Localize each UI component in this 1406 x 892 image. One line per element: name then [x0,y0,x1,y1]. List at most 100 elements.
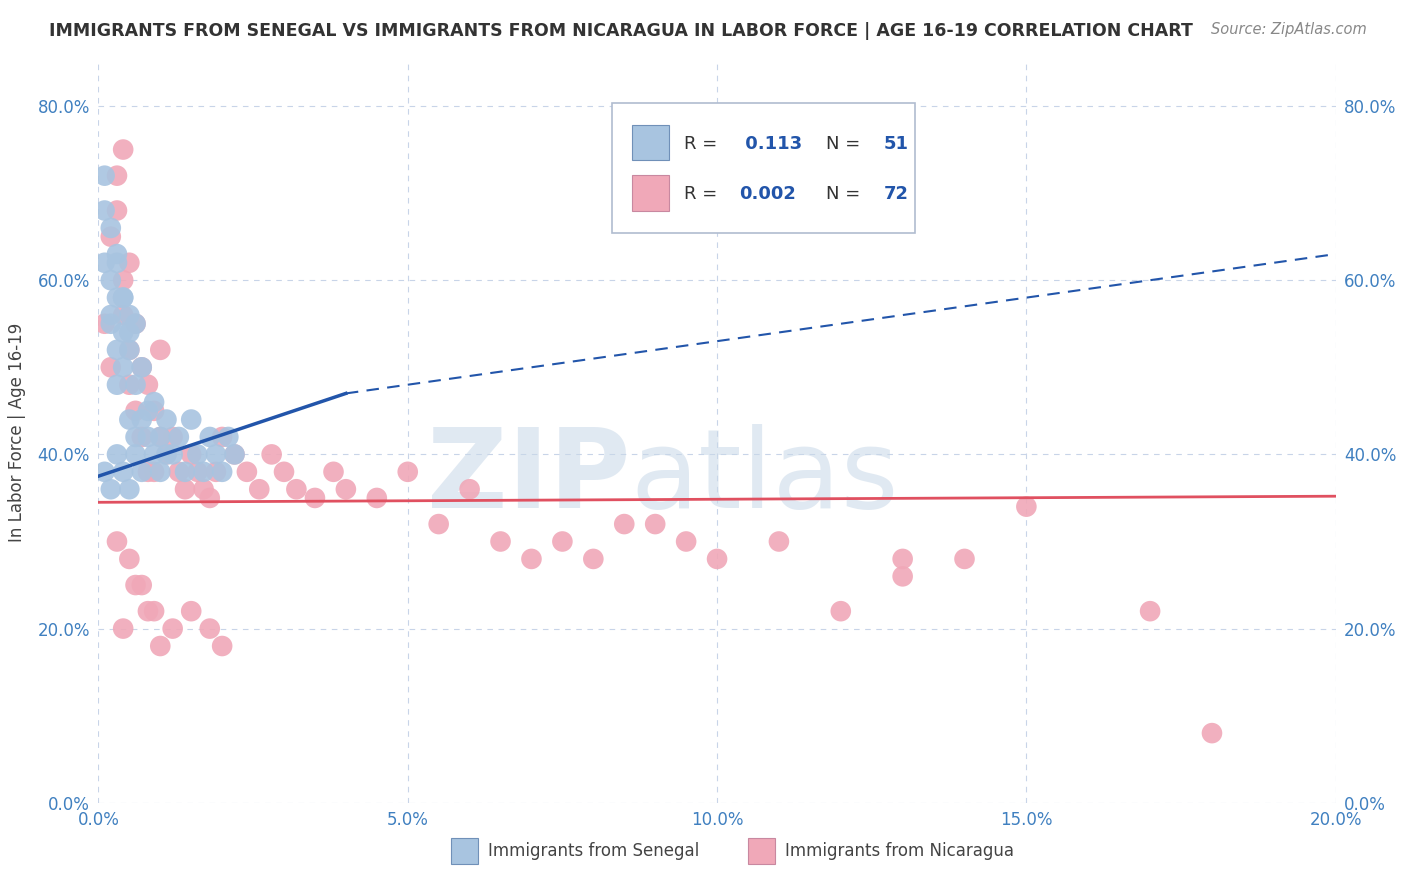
Point [118,308,141,322]
Point [167,465,190,479]
Point [198,430,221,444]
Point [112,273,135,287]
Point [143,447,166,461]
Point [105,343,128,357]
Text: R =: R = [683,135,723,153]
Point [1201,726,1223,740]
Point [124,317,146,331]
Point [193,482,215,496]
Point [124,317,146,331]
Point [118,256,141,270]
Point [180,604,202,618]
Point [489,534,512,549]
Point [1139,604,1161,618]
FancyBboxPatch shape [748,838,775,863]
Point [285,482,308,496]
Point [93,317,115,331]
Point [112,143,135,157]
Point [162,430,184,444]
Point [236,465,259,479]
Point [100,221,122,235]
Point [322,465,344,479]
Point [105,247,128,261]
Point [136,430,159,444]
Point [551,534,574,549]
Point [273,465,295,479]
Point [112,360,135,375]
Point [396,465,419,479]
Point [131,578,153,592]
Point [149,639,172,653]
Point [131,360,153,375]
Point [260,447,283,461]
Point [143,395,166,409]
Point [118,412,141,426]
Point [112,308,135,322]
Point [118,377,141,392]
Point [124,377,146,392]
Point [93,169,115,183]
Text: 72: 72 [884,186,910,203]
Point [118,343,141,357]
Point [186,447,208,461]
Point [427,517,450,532]
Point [155,447,177,461]
Point [520,552,543,566]
FancyBboxPatch shape [451,838,478,863]
Point [105,256,128,270]
Point [186,465,208,479]
FancyBboxPatch shape [612,103,915,233]
Point [136,604,159,618]
Point [118,326,141,340]
Text: IMMIGRANTS FROM SENEGAL VS IMMIGRANTS FROM NICARAGUA IN LABOR FORCE | AGE 16-19 : IMMIGRANTS FROM SENEGAL VS IMMIGRANTS FR… [49,22,1194,40]
Text: Source: ZipAtlas.com: Source: ZipAtlas.com [1211,22,1367,37]
Point [112,291,135,305]
Point [458,482,481,496]
Point [613,517,636,532]
Text: 0.002: 0.002 [740,186,796,203]
Point [644,517,666,532]
Point [180,412,202,426]
Point [131,360,153,375]
Point [193,465,215,479]
Point [124,430,146,444]
Point [143,404,166,418]
Point [180,447,202,461]
Point [118,552,141,566]
Point [105,169,128,183]
FancyBboxPatch shape [631,125,669,161]
Point [124,404,146,418]
Point [366,491,388,505]
Point [162,622,184,636]
Point [136,465,159,479]
Point [93,203,115,218]
Point [675,534,697,549]
Point [149,430,172,444]
Point [105,447,128,461]
Point [118,482,141,496]
Point [149,343,172,357]
Point [112,326,135,340]
Point [174,465,197,479]
Point [167,430,190,444]
Point [211,430,233,444]
Point [118,343,141,357]
Text: 51: 51 [884,135,910,153]
Text: ZIP: ZIP [427,424,630,531]
Point [131,412,153,426]
Point [1015,500,1038,514]
Point [217,430,239,444]
Text: Immigrants from Senegal: Immigrants from Senegal [488,842,699,860]
Point [136,404,159,418]
Point [224,447,246,461]
Point [100,308,122,322]
Point [335,482,357,496]
Point [100,482,122,496]
Point [211,639,233,653]
Point [105,534,128,549]
Point [105,291,128,305]
Point [112,291,135,305]
Point [211,465,233,479]
Point [105,377,128,392]
Text: N =: N = [825,135,866,153]
